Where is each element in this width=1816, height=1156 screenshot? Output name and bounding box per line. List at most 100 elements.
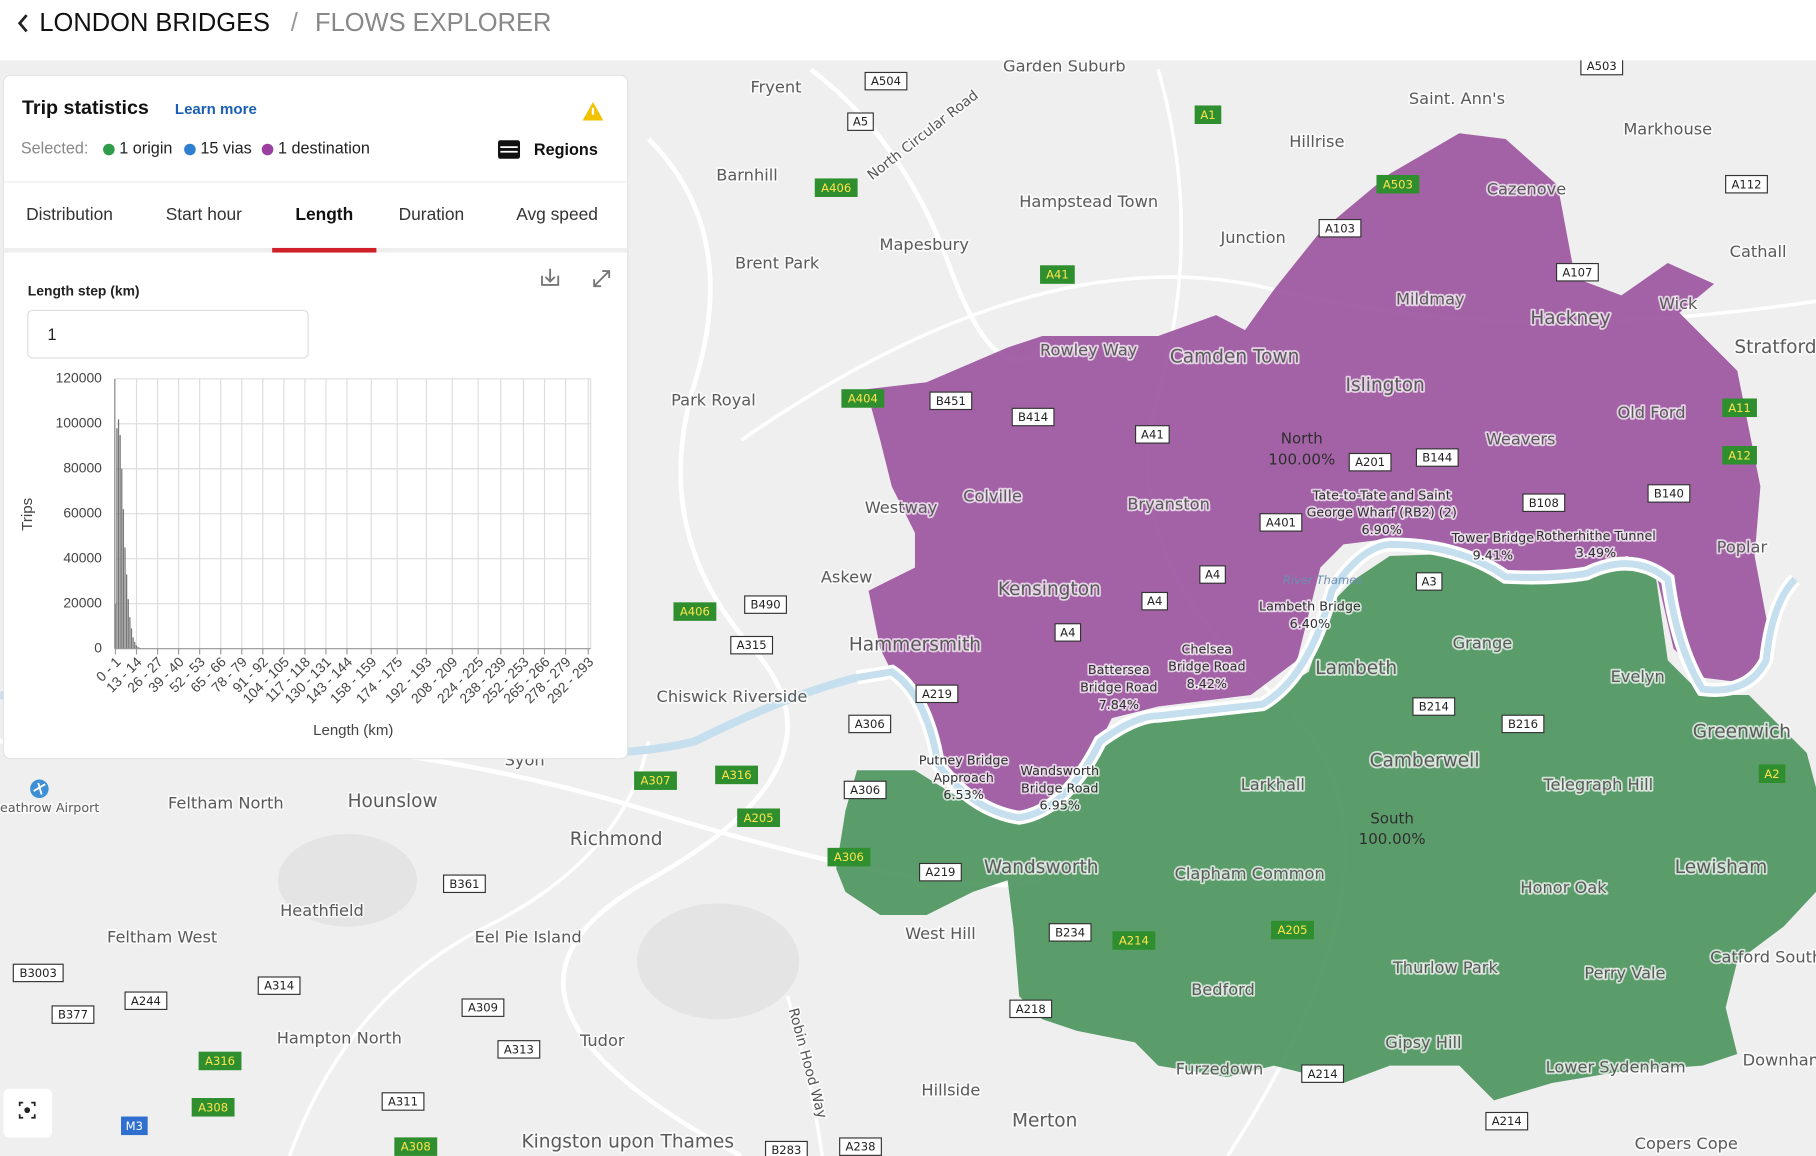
road-shield xyxy=(715,765,759,785)
place-label: Hampton North xyxy=(277,1028,402,1047)
tab[interactable]: Start hour xyxy=(166,204,242,224)
road-number: B108 xyxy=(1529,496,1559,510)
place-label: Poplar xyxy=(1717,537,1768,556)
selection-count: 1 destination xyxy=(278,140,370,158)
road-number: B216 xyxy=(1508,717,1538,731)
road-number: A306 xyxy=(855,717,885,731)
bar xyxy=(130,628,133,649)
place-label: Wandsworth xyxy=(984,857,1099,878)
place-label: Thurlow Park xyxy=(1392,958,1499,977)
road-shield xyxy=(1054,623,1082,642)
place-label: Weavers xyxy=(1486,430,1556,449)
park xyxy=(636,903,800,1020)
bar xyxy=(137,646,139,649)
regions-button[interactable]: Regions xyxy=(534,141,598,159)
selected-label: Selected: xyxy=(21,140,89,158)
road-shield xyxy=(121,1116,148,1136)
road-number: A205 xyxy=(1277,923,1307,937)
page-back-title[interactable]: LONDON BRIDGES xyxy=(39,9,270,37)
tab[interactable]: Duration xyxy=(399,204,465,224)
road-number: M3 xyxy=(126,1119,143,1133)
place-label: Park Royal xyxy=(671,390,756,409)
tab[interactable]: Avg speed xyxy=(516,204,598,224)
place-label: Brent Park xyxy=(735,254,820,273)
bar xyxy=(119,435,121,649)
road-shield xyxy=(929,391,973,411)
road-number: A1 xyxy=(1200,108,1215,122)
place-label: eathrow Airport xyxy=(0,801,99,816)
place-label: Camden Town xyxy=(1170,346,1299,367)
bridge-label: 8.42% xyxy=(1187,677,1227,692)
road-number: A103 xyxy=(1325,221,1355,235)
bridge-label: 7.84% xyxy=(1099,698,1139,713)
road-number: B361 xyxy=(449,877,479,891)
road-shield xyxy=(1348,452,1392,472)
road-shield xyxy=(864,71,908,91)
road-number: B490 xyxy=(751,598,781,612)
place-label: Kingston upon Thames xyxy=(521,1132,734,1153)
road-shield xyxy=(1259,513,1303,532)
bridge-label: Lambeth Bridge xyxy=(1259,599,1361,614)
place-label: Catford South xyxy=(1710,947,1816,966)
road-shield xyxy=(1501,714,1545,734)
road-shield xyxy=(827,847,871,867)
bar xyxy=(124,547,126,649)
place-label: Furzedown xyxy=(1176,1060,1264,1079)
place-label: Evelyn xyxy=(1611,667,1665,686)
region-south[interactable] xyxy=(836,553,1816,1101)
bar xyxy=(121,468,123,649)
road-number: A313 xyxy=(504,1042,534,1056)
learn-more-link[interactable]: Learn more xyxy=(175,101,257,118)
road-shield xyxy=(1199,565,1226,584)
place-label: Askew xyxy=(821,568,873,587)
tab[interactable]: Length xyxy=(295,204,353,224)
place-label: Junction xyxy=(1219,228,1285,247)
road-number: A214 xyxy=(1492,1114,1522,1128)
road-shield xyxy=(394,1137,438,1156)
place-label: Honor Oak xyxy=(1520,878,1607,897)
region-north[interactable] xyxy=(866,133,1772,817)
bridge-label: 6.95% xyxy=(1040,799,1080,814)
road-shield xyxy=(1271,920,1314,940)
road-number: A41 xyxy=(1141,427,1164,441)
road xyxy=(560,137,790,1156)
download-icon[interactable] xyxy=(541,268,560,286)
road-number: A4 xyxy=(1205,568,1220,582)
bridge-label: Bridge Road xyxy=(1021,781,1098,796)
place-label: Barnhill xyxy=(716,166,777,185)
step-value[interactable]: 1 xyxy=(47,326,56,344)
road-number: A11 xyxy=(1728,401,1751,415)
place-label: Hillrise xyxy=(1289,132,1344,151)
bar xyxy=(122,509,125,649)
park xyxy=(277,833,417,927)
locate-button[interactable] xyxy=(3,1088,53,1138)
place-label: Mildmay xyxy=(1396,290,1465,309)
road-shield xyxy=(1376,174,1420,194)
road-shield xyxy=(1722,445,1757,465)
road-shield xyxy=(497,1040,541,1059)
road-shield xyxy=(848,714,892,734)
place-label: Chiswick Riverside xyxy=(657,687,808,706)
road-number: B144 xyxy=(1422,451,1452,465)
bar xyxy=(132,637,134,649)
back-chevron[interactable] xyxy=(17,14,28,33)
step-input[interactable] xyxy=(27,309,309,359)
regions-icon[interactable] xyxy=(498,140,521,159)
expand-icon[interactable] xyxy=(593,270,611,288)
road-shield xyxy=(1318,218,1362,238)
place-label: Old Ford xyxy=(1618,403,1686,422)
place-label: Feltham North xyxy=(168,793,284,812)
place-label: Bryanston xyxy=(1127,495,1210,514)
road-number: A406 xyxy=(821,181,851,195)
place-label: Kensington xyxy=(998,579,1101,600)
place-label: Cazenove xyxy=(1487,180,1566,199)
road-shield xyxy=(461,998,505,1017)
road-number: A401 xyxy=(1266,515,1296,529)
locate-icon xyxy=(18,1101,36,1119)
place-label: Gipsy Hill xyxy=(1385,1033,1461,1052)
place-label: Mapesbury xyxy=(880,235,970,254)
bar xyxy=(114,603,116,649)
tab[interactable]: Distribution xyxy=(26,204,113,224)
place-label: Hounslow xyxy=(348,791,438,812)
